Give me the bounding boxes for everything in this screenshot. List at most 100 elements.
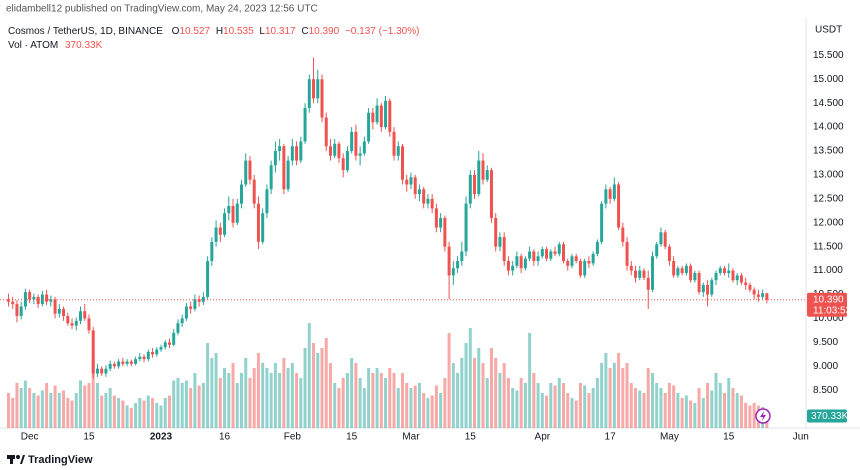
candle-body (70, 323, 74, 326)
candle-body (591, 253, 595, 264)
candle-body (502, 237, 506, 262)
volume-bar (566, 393, 570, 428)
volume-bar (345, 373, 349, 428)
y-tick-label: 13.000 (813, 170, 844, 181)
candle-body (723, 268, 726, 273)
candle-body (138, 356, 142, 360)
volume-bar (481, 363, 485, 428)
candle-body (477, 160, 481, 195)
volume-bar (545, 395, 549, 428)
candle-body (252, 179, 256, 204)
volume-bar (417, 383, 421, 428)
candle-body (23, 292, 27, 307)
volume-bar (176, 378, 180, 428)
candle-body (735, 275, 739, 281)
volume-bar (100, 395, 104, 428)
candle-body (557, 244, 561, 254)
candle-body (129, 361, 133, 364)
volume-value: 370.33K (65, 40, 103, 51)
volume-bar (494, 358, 498, 428)
volume-bar (549, 383, 553, 428)
candle-body (163, 342, 167, 348)
volume-bar (333, 383, 337, 428)
candle-body (430, 198, 434, 209)
volume-bar (532, 373, 536, 428)
candle-body (15, 304, 19, 317)
volume-bar (45, 383, 49, 428)
candle-body (371, 112, 375, 123)
candle-body (396, 146, 400, 156)
volume-bar (87, 383, 91, 428)
y-tick-label: 9.500 (813, 337, 838, 348)
volume-bar (112, 395, 116, 428)
volume-bar (324, 338, 328, 428)
volume-bar (49, 393, 53, 428)
candle-body (295, 146, 299, 161)
candle-body (214, 227, 218, 242)
volume-bar (591, 388, 595, 428)
volume-bar (434, 385, 438, 428)
volume-bar (172, 380, 176, 428)
volume-bar (11, 398, 15, 428)
candle-body (328, 146, 332, 156)
candle-body (464, 203, 468, 252)
logo-mark (16, 455, 20, 459)
y-tick-label: 8.500 (813, 385, 838, 396)
candle-body (536, 256, 540, 262)
candle-body (210, 241, 214, 262)
candle-body (282, 146, 286, 190)
candle-body (401, 146, 404, 180)
candle-body (87, 318, 91, 331)
volume-bar (159, 405, 163, 428)
volume-bar (714, 373, 718, 428)
volume-bar (15, 383, 19, 428)
volume-bar (502, 363, 506, 428)
volume-bar (519, 378, 523, 428)
logo-mark (10, 455, 13, 464)
volume-bar (299, 378, 303, 428)
candle-body (269, 165, 273, 190)
candle-body (638, 270, 642, 278)
candle-body (184, 306, 188, 319)
candle-body (595, 241, 599, 254)
candle-body (540, 249, 544, 257)
volume-bar (303, 348, 307, 428)
volume-bar (676, 393, 680, 428)
legend-volume: Vol · ATOM 370.33K (8, 40, 103, 51)
volume-bar (227, 373, 231, 428)
volume-bar (562, 383, 565, 428)
volume-bar (265, 368, 269, 428)
candle-body (362, 141, 366, 154)
volume-bar (129, 408, 133, 428)
candle-body (358, 153, 362, 156)
volume-bar (667, 383, 671, 428)
candle-body (320, 79, 324, 118)
volume-bar (468, 328, 472, 428)
volume-bar (375, 368, 379, 428)
candle-body (587, 261, 591, 264)
volume-bar (663, 393, 667, 428)
volume-bar (464, 343, 468, 428)
candle-body (341, 158, 345, 171)
volume-bar (684, 395, 688, 428)
volume-bar (261, 363, 265, 428)
volume-bar (401, 373, 404, 428)
candle-body (659, 232, 663, 245)
volume-bar (447, 333, 451, 428)
volume-bar (430, 395, 434, 428)
candle-body (45, 294, 49, 302)
alert-icon (755, 408, 771, 424)
candle-body (146, 351, 150, 360)
volume-bar (422, 393, 426, 428)
volume-bar (256, 353, 260, 428)
volume-bar (155, 403, 159, 428)
candle-body (142, 356, 146, 360)
candle-body (151, 351, 155, 355)
volume-bar (646, 368, 650, 428)
volume-bar (189, 388, 193, 428)
x-tick-label: Apr (535, 432, 551, 443)
price-badge (807, 292, 847, 317)
volume-bar (223, 368, 227, 428)
volume-bar (214, 353, 218, 428)
volume-bar (240, 373, 243, 428)
